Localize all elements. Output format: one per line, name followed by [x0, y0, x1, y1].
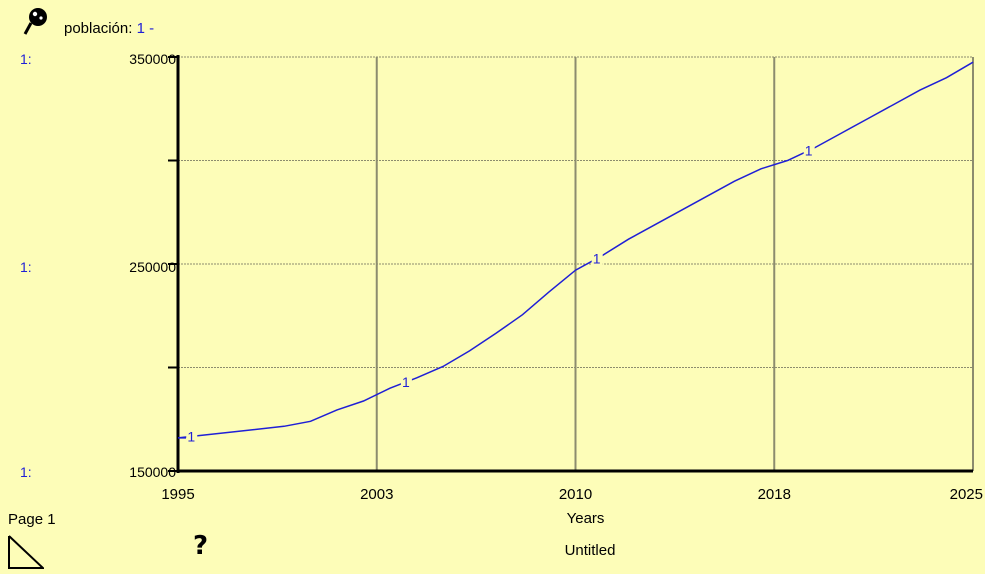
y-tick-label-150000: 150000 [129, 464, 176, 480]
axis-prefix-top: 1: [20, 51, 32, 67]
chart-title: Untitled [564, 542, 616, 559]
axis-prefix-bottom: 1: [20, 464, 32, 480]
legend-series-id: 1 - [136, 20, 155, 37]
label-layer: 1995 2003 2010 2018 2025 Years [161, 486, 983, 527]
x-tick-label: 2003 [360, 486, 393, 503]
x-tick-label: 2018 [758, 486, 791, 503]
series-marker-bg [803, 141, 815, 157]
series-marker-bg [400, 372, 412, 388]
series-marker-label: 1 [402, 374, 410, 390]
grid-layer [178, 56, 974, 471]
x-tick-label: 1995 [161, 486, 194, 503]
x-tick-label: 2010 [559, 486, 592, 503]
series-marker-label: 1 [805, 143, 813, 159]
pin-icon[interactable] [22, 6, 50, 36]
y-tick-label-250000: 250000 [129, 259, 176, 275]
series-marker-label: 1 [593, 251, 601, 267]
axis-prefix-middle: 1: [20, 259, 32, 275]
axis-layer [168, 55, 973, 473]
series-marker-label: 1 [187, 428, 195, 444]
x-axis-title: Years [567, 510, 605, 527]
page-label[interactable]: Page 1 [8, 511, 56, 528]
series-marker-bg [591, 249, 603, 265]
legend-variable: población: [64, 20, 133, 37]
page-turn-icon[interactable] [8, 535, 46, 569]
y-tick-label-350000: 350000 [129, 51, 176, 67]
help-icon[interactable]: ? [193, 531, 209, 561]
series-layer: 1 1 1 1 [177, 61, 974, 444]
x-tick-label: 2025 [950, 486, 983, 503]
legend: población: 1 - [64, 20, 154, 37]
series-marker-bg [186, 427, 198, 443]
